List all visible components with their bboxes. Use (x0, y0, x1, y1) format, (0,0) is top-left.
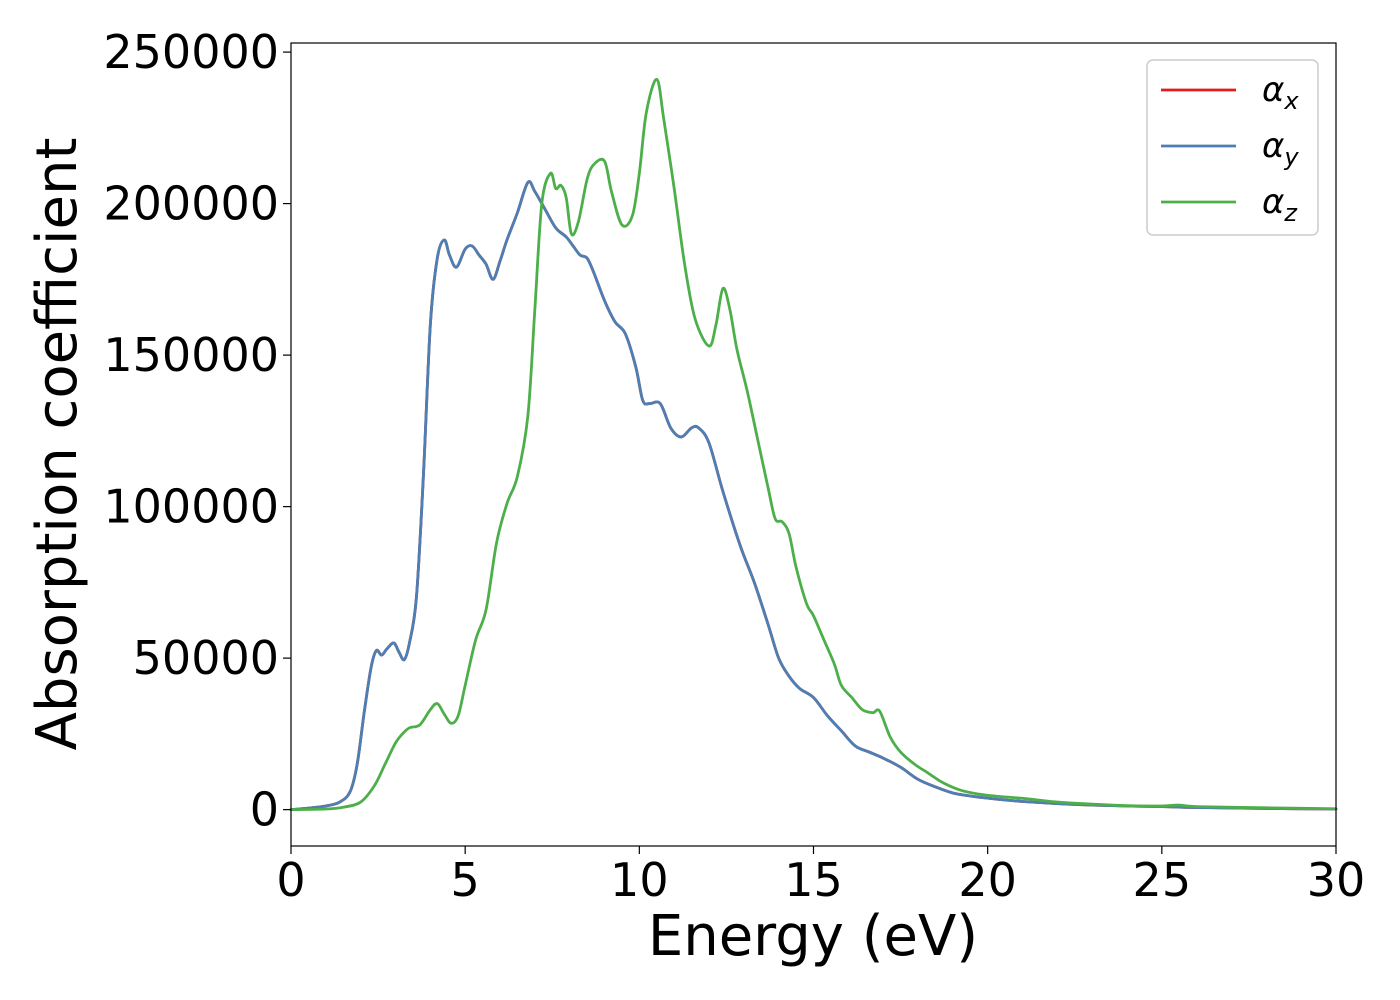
x-tick-label: 25 (1133, 853, 1192, 907)
y-axis: 0 50000 100000 150000 200000 250000 (103, 25, 291, 837)
x-tick-label: 20 (958, 853, 1017, 907)
series-line-z (289, 77, 1338, 812)
y-tick-label: 200000 (103, 177, 279, 231)
x-tick-label: 5 (451, 853, 480, 907)
y-tick-label: 150000 (103, 328, 279, 382)
legend-label-x: αx (1262, 70, 1299, 115)
y-tick-label: 0 (250, 783, 279, 837)
y-tick-label: 250000 (103, 25, 279, 79)
legend: αx αy αz (1146, 59, 1319, 236)
legend-box (1146, 59, 1319, 236)
series-layer (289, 77, 1338, 812)
x-tick-label: 15 (784, 853, 843, 907)
y-tick-label: 100000 (103, 480, 279, 534)
y-axis-title: Absorption coefficient (25, 138, 90, 751)
x-tick-label: 30 (1307, 853, 1366, 907)
x-tick-label: 10 (610, 853, 669, 907)
y-tick-label: 50000 (133, 631, 279, 685)
legend-label-z: αz (1262, 182, 1298, 227)
x-axis-title: Energy (eV) (648, 904, 978, 969)
x-axis: 0 5 10 15 20 25 30 (276, 846, 1365, 907)
legend-label-y: αy (1262, 126, 1299, 171)
series-line-y (289, 180, 1338, 812)
x-tick-label: 0 (276, 853, 305, 907)
